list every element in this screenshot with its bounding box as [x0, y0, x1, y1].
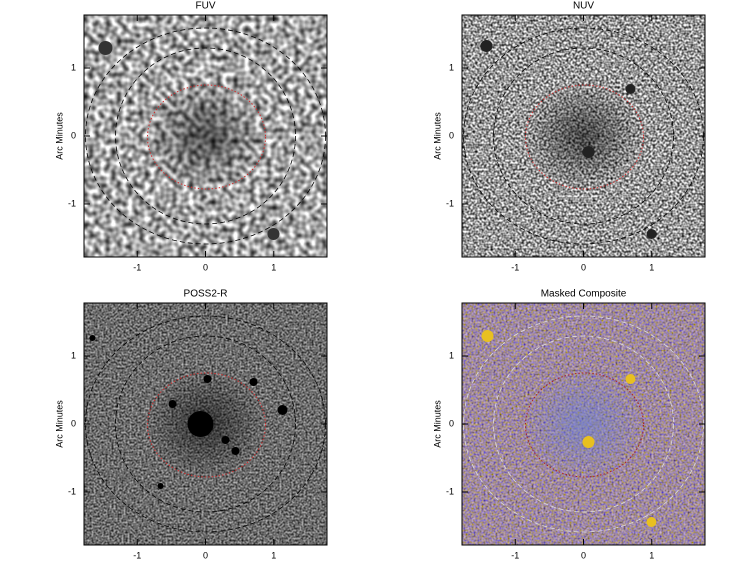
x-tick-label: -1	[133, 262, 141, 272]
image	[84, 303, 327, 545]
source	[582, 436, 595, 448]
y-tick-label: 0	[449, 418, 454, 428]
galaxy-glow	[145, 81, 266, 191]
y-tick-label: 1	[71, 350, 76, 360]
y-axis-label: Arc Minutes	[54, 112, 64, 160]
aperture-mid	[493, 335, 674, 513]
x-tick-label: 1	[271, 262, 276, 272]
source	[221, 436, 230, 444]
source	[480, 40, 493, 52]
x-tick-label: 0	[203, 262, 208, 272]
source	[277, 405, 288, 415]
panel-title: FUV	[196, 1, 216, 12]
source	[168, 400, 177, 408]
source	[267, 228, 280, 240]
aperture-inner	[147, 372, 266, 478]
x-tick-label: 1	[271, 550, 276, 560]
panel: -1 0 1 -1 0 1 POSS2-R Arc Minutes	[54, 289, 328, 560]
image	[462, 303, 705, 545]
x-tick-label: 1	[649, 262, 654, 272]
aperture-inner	[525, 84, 644, 190]
source	[187, 411, 214, 437]
source	[625, 374, 636, 384]
y-tick-label: -1	[446, 198, 454, 208]
panel: -1 0 1 -1 0 1 FUV Arc Minutes	[54, 1, 328, 272]
aperture-mid	[115, 335, 296, 513]
x-tick-label: 0	[203, 550, 208, 560]
y-tick-label: -1	[68, 486, 76, 496]
y-axis-label: Arc Minutes	[54, 400, 64, 448]
aperture-mid	[115, 47, 296, 225]
x-tick-label: -1	[511, 550, 519, 560]
x-tick-label: -1	[133, 550, 141, 560]
y-tick-label: 0	[71, 418, 76, 428]
source	[203, 375, 212, 383]
y-tick-label: 0	[449, 130, 454, 140]
panel: -1 0 1 -1 0 1 Masked Composite Arc Minutes	[432, 289, 706, 560]
source	[249, 378, 258, 386]
source	[157, 483, 164, 489]
y-tick-label: 1	[71, 62, 76, 72]
source	[625, 84, 636, 94]
x-tick-label: 0	[581, 262, 586, 272]
source	[89, 335, 96, 341]
source	[481, 330, 494, 342]
source	[231, 447, 240, 455]
aperture-inner	[525, 372, 644, 478]
y-tick-label: -1	[446, 486, 454, 496]
y-tick-label: 1	[449, 350, 454, 360]
image	[462, 15, 705, 257]
y-tick-label: 1	[449, 62, 454, 72]
y-axis-label: Arc Minutes	[432, 400, 442, 448]
galaxy-glow	[523, 81, 644, 191]
panel-title: Masked Composite	[541, 289, 627, 300]
panel-title: NUV	[573, 1, 594, 12]
panel: -1 0 1 -1 0 1 NUV Arc Minutes	[432, 1, 706, 272]
source	[646, 229, 657, 239]
y-axis-label: Arc Minutes	[432, 112, 442, 160]
x-tick-label: 0	[581, 550, 586, 560]
y-tick-label: 0	[71, 130, 76, 140]
image	[84, 15, 327, 257]
source	[98, 41, 113, 55]
x-tick-label: 1	[649, 550, 654, 560]
source	[646, 517, 657, 527]
source	[582, 146, 595, 158]
aperture-mid	[493, 47, 674, 225]
panel-title: POSS2-R	[184, 289, 228, 300]
aperture-inner	[147, 84, 266, 190]
y-tick-label: -1	[68, 198, 76, 208]
galaxy-glow	[523, 369, 644, 479]
x-tick-label: -1	[511, 262, 519, 272]
